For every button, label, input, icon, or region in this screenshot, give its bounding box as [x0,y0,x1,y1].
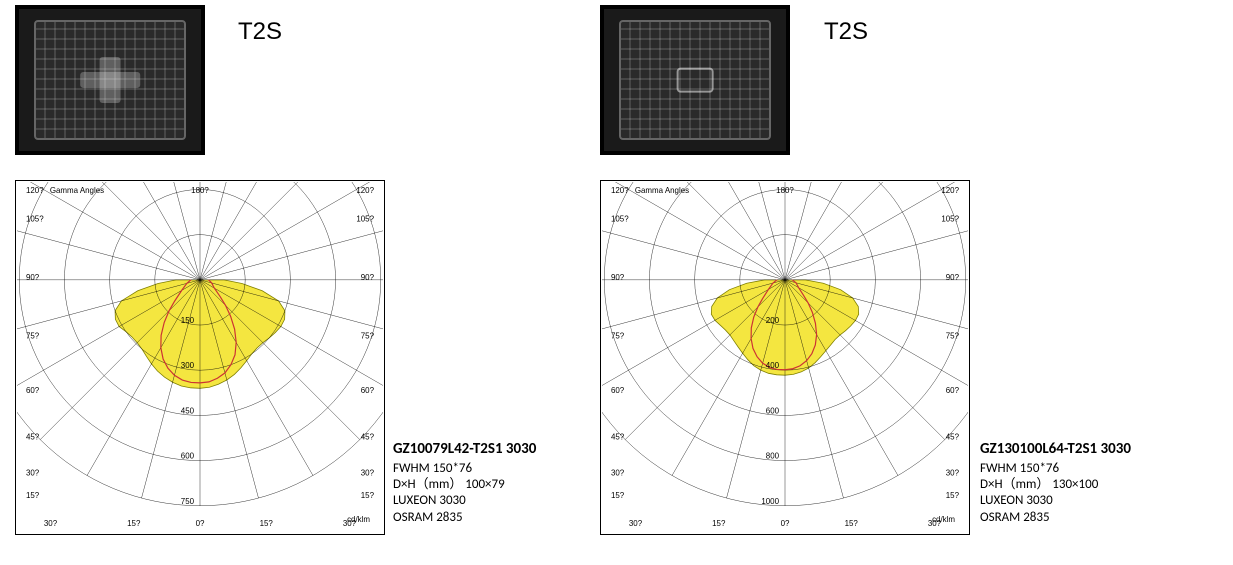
svg-text:15?: 15? [712,519,726,528]
svg-text:75?: 75? [361,331,375,340]
product-photo [600,5,790,155]
spec-line: FWHM 150*76 [393,461,536,477]
type-label: T2S [824,18,868,46]
spec-line: OSRAM 2835 [393,510,536,526]
spec-line: OSRAM 2835 [980,510,1131,526]
spec-title: GZ10079L42-T2S1 3030 [393,440,536,459]
svg-text:150: 150 [181,316,195,325]
svg-text:45?: 45? [361,433,375,442]
polar-chart: 200 400 600 800 1000 120? 105? 90? 75? 60? 45? 30? 1… [600,180,970,535]
svg-text:90?: 90? [361,273,375,282]
svg-text:600: 600 [766,406,780,415]
svg-text:60?: 60? [26,386,40,395]
svg-text:45?: 45? [946,433,960,442]
svg-text:15?: 15? [26,491,40,500]
svg-text:15?: 15? [361,491,375,500]
svg-text:0?: 0? [781,519,790,528]
svg-text:90?: 90? [611,273,625,282]
svg-text:1000: 1000 [761,497,779,506]
spec-line: LUXEON 3030 [980,493,1131,509]
svg-text:75?: 75? [946,331,960,340]
product-photo [15,5,205,155]
svg-text:45?: 45? [26,433,40,442]
svg-text:105?: 105? [611,214,629,223]
svg-text:15?: 15? [260,519,274,528]
svg-text:60?: 60? [946,386,960,395]
svg-text:30?: 30? [361,468,375,477]
svg-text:75?: 75? [611,331,625,340]
svg-text:105?: 105? [356,214,374,223]
svg-text:15?: 15? [611,491,625,500]
spec-line: D×H（mm） 130×100 [980,477,1131,493]
svg-text:180?: 180? [776,186,794,195]
svg-text:75?: 75? [26,331,40,340]
svg-text:30?: 30? [343,519,357,528]
lens-plate [34,20,187,139]
svg-text:400: 400 [766,361,780,370]
spec-line: LUXEON 3030 [393,493,536,509]
svg-text:90?: 90? [26,273,40,282]
spec-line: D×H（mm） 100×79 [393,477,536,493]
svg-text:120?: 120? [356,186,374,195]
svg-text:15?: 15? [845,519,859,528]
svg-text:450: 450 [181,406,195,415]
svg-text:60?: 60? [611,386,625,395]
svg-text:120?: 120? [611,186,629,195]
svg-text:30?: 30? [611,468,625,477]
polar-chart: 150 300 450 600 750 120? 105? 90? 75? 60? 45? 30? 15… [15,180,385,535]
svg-text:90?: 90? [946,273,960,282]
spec-line: FWHM 150*76 [980,461,1131,477]
svg-text:30?: 30? [26,468,40,477]
svg-text:120?: 120? [941,186,959,195]
svg-text:15?: 15? [946,491,960,500]
svg-text:30?: 30? [946,468,960,477]
svg-text:200: 200 [766,316,780,325]
svg-text:30?: 30? [928,519,942,528]
svg-text:30?: 30? [44,519,58,528]
svg-text:105?: 105? [941,214,959,223]
svg-text:105?: 105? [26,214,44,223]
svg-text:120?: 120? [26,186,44,195]
svg-text:750: 750 [181,497,195,506]
svg-text:0?: 0? [196,519,205,528]
svg-text:180?: 180? [191,186,209,195]
svg-text:45?: 45? [611,433,625,442]
svg-text:Gamma Angles: Gamma Angles [50,186,104,195]
type-label: T2S [238,18,282,46]
spec-title: GZ130100L64-T2S1 3030 [980,440,1131,459]
spec-block: GZ10079L42-T2S1 3030 FWHM 150*76D×H（mm） 1… [393,440,536,526]
spec-block: GZ130100L64-T2S1 3030 FWHM 150*76D×H（mm） … [980,440,1131,526]
svg-text:300: 300 [181,361,195,370]
svg-text:800: 800 [766,452,780,461]
lens-plate [619,20,772,139]
svg-text:15?: 15? [127,519,141,528]
svg-text:60?: 60? [361,386,375,395]
svg-text:Gamma Angles: Gamma Angles [635,186,689,195]
svg-text:600: 600 [181,452,195,461]
svg-text:30?: 30? [629,519,643,528]
